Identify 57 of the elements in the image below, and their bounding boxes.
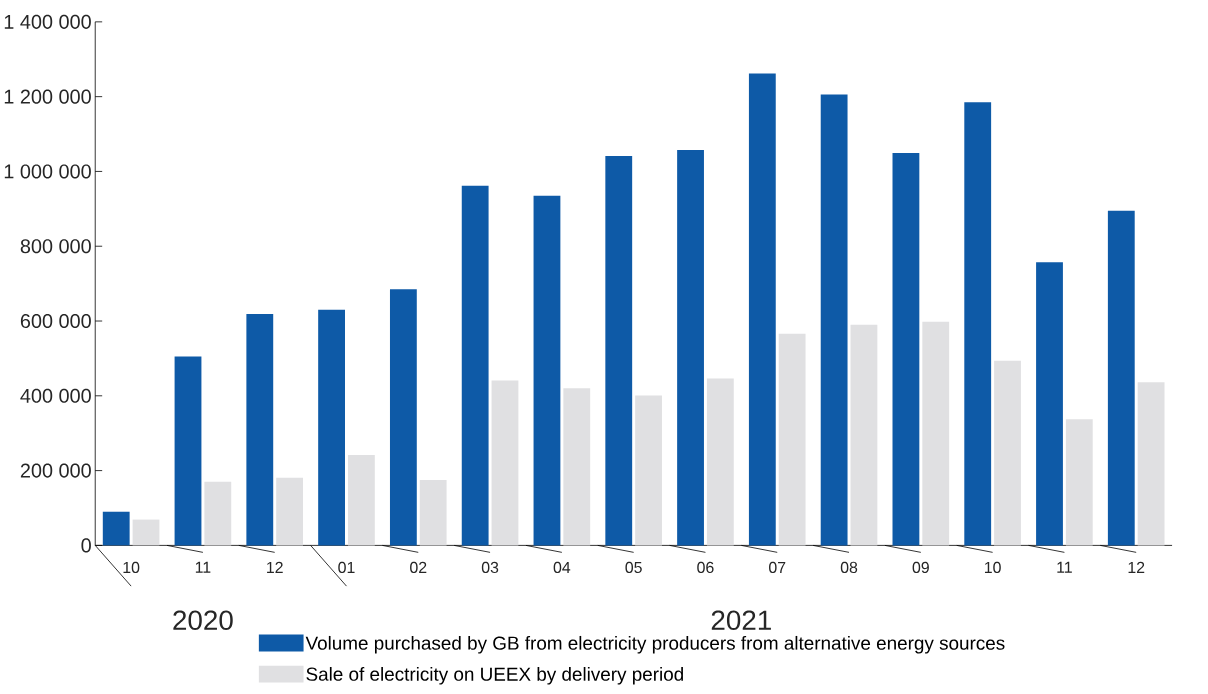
bar	[1137, 382, 1165, 546]
bar	[389, 289, 417, 546]
x-tick-label: 03	[481, 561, 499, 573]
bar	[246, 313, 274, 546]
y-tick-label: 600 000	[20, 313, 91, 328]
bar	[132, 519, 160, 546]
bar	[1036, 262, 1063, 546]
bar	[850, 324, 878, 546]
legend-label: Volume purchased by GB from electricity producers from alternative energy sources	[305, 635, 1005, 654]
x-tick-label: 08	[840, 561, 858, 573]
text: 2020	[173, 610, 233, 630]
bar	[1065, 419, 1093, 546]
x-tick-label: 09	[912, 561, 929, 573]
x-tick-label: 10	[984, 561, 1001, 573]
x-tick-label: 11	[195, 561, 211, 573]
x-tick-label: 12	[1128, 561, 1145, 573]
bar	[461, 185, 489, 546]
y-tick-label: 1 000 000	[4, 164, 91, 179]
x-tick-label: 06	[697, 561, 714, 573]
y-tick-label: 1 400 000	[4, 14, 91, 29]
bar	[994, 360, 1021, 546]
bar	[605, 155, 633, 546]
bar	[276, 477, 304, 546]
x-tick-label: 12	[267, 561, 283, 573]
legend-label: Sale of electricity on UEEX by delivery period	[306, 666, 683, 685]
y-tick-label: 200 000	[20, 463, 91, 478]
x-tick-label: 05	[625, 561, 642, 573]
x-tick-label: 04	[553, 561, 571, 573]
x-tick-label: 07	[769, 561, 786, 573]
bar	[635, 395, 662, 546]
bar	[1107, 210, 1135, 546]
bar	[563, 388, 591, 546]
x-tick-label: 10	[123, 561, 140, 573]
bar	[318, 309, 345, 546]
bar	[419, 479, 447, 546]
y-tick-label: 800 000	[20, 238, 91, 254]
bar	[706, 378, 734, 546]
bar	[491, 380, 519, 546]
text: 2021	[711, 610, 771, 630]
bar	[174, 356, 202, 546]
bar	[820, 94, 848, 546]
bar	[677, 149, 704, 546]
bar	[778, 333, 806, 546]
y-tick-label: 0	[81, 538, 91, 553]
bar	[347, 454, 375, 546]
x-tick-label: 01	[338, 561, 355, 573]
bar	[748, 73, 776, 546]
x-tick-label: 02	[410, 561, 427, 573]
bar	[204, 481, 232, 546]
bar	[533, 195, 561, 546]
bar	[964, 102, 992, 546]
y-tick-label: 400 000	[20, 388, 91, 403]
y-tick-label: 1 200 000	[4, 89, 91, 104]
bar	[892, 152, 920, 546]
bar	[922, 321, 950, 546]
bar	[102, 511, 130, 546]
x-tick-label: 11	[1057, 561, 1072, 573]
